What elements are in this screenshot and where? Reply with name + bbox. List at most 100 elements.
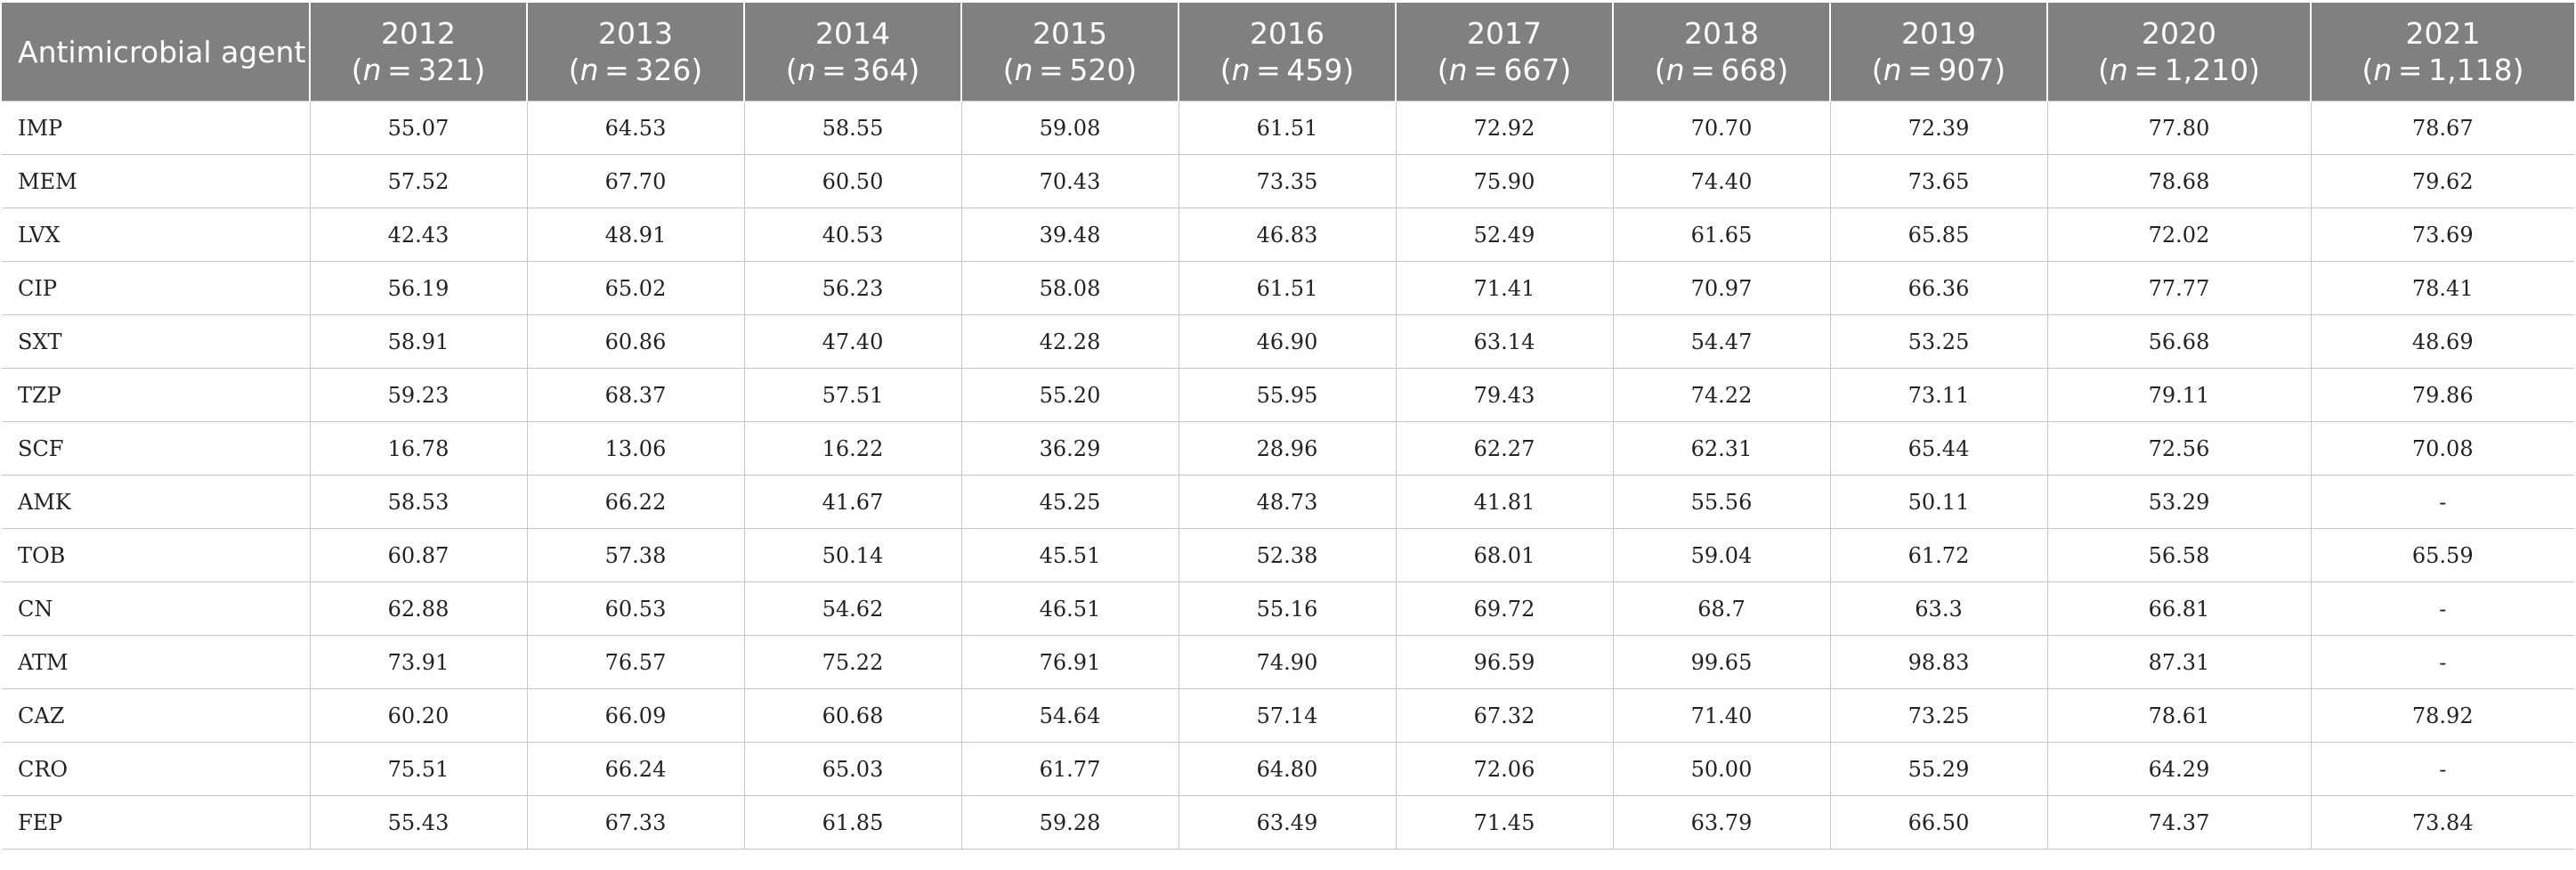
- value-cell: 78.68: [2046, 154, 2312, 208]
- sample-size-value: 364: [852, 53, 909, 87]
- value-cell: 74.40: [1612, 154, 1831, 208]
- value-cell: 54.47: [1612, 314, 1831, 369]
- value-cell: 40.53: [743, 207, 962, 262]
- value-cell: 46.83: [1178, 207, 1397, 262]
- value-cell: 57.52: [309, 154, 528, 208]
- value-cell: 64.80: [1178, 742, 1397, 796]
- header-sample-size: (n = 667): [1437, 53, 1572, 87]
- value-cell: 71.41: [1395, 261, 1614, 315]
- value-cell: 73.84: [2310, 795, 2574, 850]
- value-cell: 77.77: [2046, 261, 2312, 315]
- header-sample-size: (n = 364): [785, 53, 920, 87]
- value-cell: 66.22: [526, 475, 745, 529]
- value-cell: 63.3: [1829, 581, 2048, 636]
- sample-size-value: 907: [1938, 53, 1995, 87]
- value-cell: -: [2310, 635, 2574, 689]
- header-row: Antimicrobial agent 2012 (n = 321) 2013 (n …: [2, 3, 2574, 102]
- value-cell: -: [2310, 475, 2574, 529]
- value-cell: 66.24: [526, 742, 745, 796]
- value-cell: 50.14: [743, 528, 962, 582]
- value-cell: 66.36: [1829, 261, 2048, 315]
- value-cell: 76.57: [526, 635, 745, 689]
- value-cell: 46.51: [960, 581, 1179, 636]
- value-cell: 65.44: [1829, 421, 2048, 476]
- n-symbol: n: [1231, 53, 1251, 87]
- value-cell: 78.92: [2310, 688, 2574, 743]
- value-cell: 60.20: [309, 688, 528, 743]
- value-cell: 58.91: [309, 314, 528, 369]
- value-cell: 41.67: [743, 475, 962, 529]
- value-cell: 71.45: [1395, 795, 1614, 850]
- table-row: SCF 16.78 13.06 16.22 36.29 28.96 62.27 62.31 65…: [2, 421, 2574, 476]
- value-cell: 65.59: [2310, 528, 2574, 582]
- value-cell: 54.64: [960, 688, 1179, 743]
- value-cell: 96.59: [1395, 635, 1614, 689]
- value-cell: 55.07: [309, 101, 528, 155]
- sample-size-value: 667: [1503, 53, 1560, 87]
- sample-size-value: 326: [635, 53, 692, 87]
- value-cell: 59.28: [960, 795, 1179, 850]
- value-cell: 68.01: [1395, 528, 1614, 582]
- header-sample-size: (n = 668): [1654, 53, 1789, 87]
- header-sample-size: (n = 1,210): [2098, 53, 2260, 87]
- value-cell: 78.67: [2310, 101, 2574, 155]
- table-body: IMP 55.07 64.53 58.55 59.08 61.51 72.92 70.70 72…: [2, 101, 2574, 850]
- value-cell: 46.90: [1178, 314, 1397, 369]
- value-cell: 58.55: [743, 101, 962, 155]
- value-cell: 75.22: [743, 635, 962, 689]
- header-year-label: 2018: [1684, 16, 1759, 51]
- value-cell: 76.91: [960, 635, 1179, 689]
- header-sample-size: (n = 1,118): [2361, 53, 2524, 87]
- value-cell: 59.23: [309, 368, 528, 422]
- header-year-label: 2013: [598, 16, 673, 51]
- agent-name-cell: MEM: [2, 154, 311, 208]
- agent-name-cell: CAZ: [2, 688, 311, 743]
- value-cell: 52.38: [1178, 528, 1397, 582]
- value-cell: 73.91: [309, 635, 528, 689]
- value-cell: 67.33: [526, 795, 745, 850]
- agent-name-cell: TZP: [2, 368, 311, 422]
- table-row: FEP 55.43 67.33 61.85 59.28 63.49 71.45 63.79 66…: [2, 795, 2574, 850]
- value-cell: 62.31: [1612, 421, 1831, 476]
- header-year-2015: 2015 (n = 520): [960, 3, 1179, 102]
- value-cell: 73.35: [1178, 154, 1397, 208]
- sample-size-value: 668: [1721, 53, 1778, 87]
- value-cell: 65.85: [1829, 207, 2048, 262]
- value-cell: 63.79: [1612, 795, 1831, 850]
- value-cell: 72.06: [1395, 742, 1614, 796]
- value-cell: 58.53: [309, 475, 528, 529]
- value-cell: 55.95: [1178, 368, 1397, 422]
- header-year-2014: 2014 (n = 364): [743, 3, 961, 102]
- value-cell: 73.25: [1829, 688, 2048, 743]
- value-cell: 56.58: [2046, 528, 2312, 582]
- header-year-label: 2012: [381, 16, 456, 51]
- value-cell: 66.81: [2046, 581, 2312, 636]
- header-sample-size: (n = 459): [1219, 53, 1355, 87]
- value-cell: 73.69: [2310, 207, 2574, 262]
- value-cell: 62.27: [1395, 421, 1614, 476]
- value-cell: 36.29: [960, 421, 1179, 476]
- n-symbol: n: [1883, 53, 1902, 87]
- header-year-2012: 2012 (n = 321): [309, 3, 527, 102]
- value-cell: 99.65: [1612, 635, 1831, 689]
- value-cell: 87.31: [2046, 635, 2312, 689]
- value-cell: 72.39: [1829, 101, 2048, 155]
- value-cell: 70.70: [1612, 101, 1831, 155]
- sample-size-value: 321: [417, 53, 474, 87]
- value-cell: 63.14: [1395, 314, 1614, 369]
- header-year-2013: 2013 (n = 326): [526, 3, 744, 102]
- value-cell: 64.29: [2046, 742, 2312, 796]
- value-cell: 70.97: [1612, 261, 1831, 315]
- n-symbol: n: [797, 53, 816, 87]
- value-cell: 60.53: [526, 581, 745, 636]
- sample-size-value: 1,118: [2428, 53, 2513, 87]
- value-cell: 52.49: [1395, 207, 1614, 262]
- header-year-label: 2014: [815, 16, 890, 51]
- resistance-table: Antimicrobial agent 2012 (n = 321) 2013 (n …: [2, 3, 2574, 850]
- value-cell: 72.92: [1395, 101, 1614, 155]
- value-cell: 41.81: [1395, 475, 1614, 529]
- value-cell: 98.83: [1829, 635, 2048, 689]
- header-year-2019: 2019 (n = 907): [1829, 3, 2047, 102]
- value-cell: 79.86: [2310, 368, 2574, 422]
- value-cell: 73.11: [1829, 368, 2048, 422]
